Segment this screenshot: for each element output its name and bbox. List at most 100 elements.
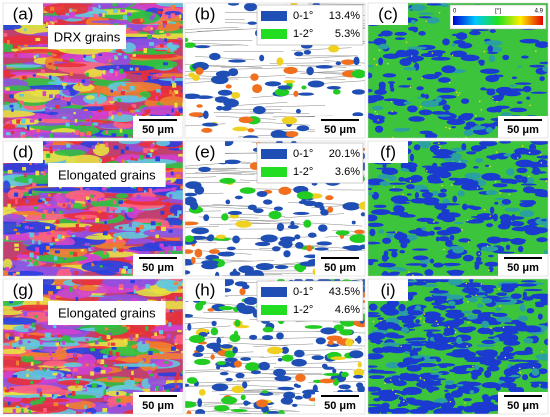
small-grain [28, 410, 32, 414]
small-grain [10, 130, 15, 135]
small-grain [3, 33, 8, 37]
small-grain [94, 340, 99, 345]
small-grain [96, 335, 99, 338]
low-misorientation [434, 203, 448, 210]
grain [278, 410, 285, 414]
grain [247, 204, 257, 211]
low-misorientation [438, 77, 451, 83]
low-misorientation [430, 324, 440, 327]
low-misorientation [418, 16, 432, 19]
panel-border [2, 2, 184, 139]
high-misorientation [464, 402, 466, 404]
grain [315, 64, 333, 69]
grain [107, 114, 137, 123]
low-misorientation [405, 400, 421, 404]
small-grain [119, 268, 124, 273]
grain [234, 281, 248, 287]
small-grain [94, 101, 97, 107]
low-misorientation [389, 271, 401, 275]
low-misorientation [521, 374, 529, 381]
low-misorientation [382, 163, 387, 168]
low-misorientation [533, 164, 548, 168]
grain [341, 59, 355, 65]
grain [252, 106, 266, 115]
low-misorientation [411, 281, 427, 286]
small-grain [36, 301, 40, 305]
grain [164, 10, 182, 16]
low-misorientation [368, 241, 381, 245]
small-grain [102, 408, 108, 412]
low-misorientation [481, 297, 493, 304]
panel-border [2, 278, 184, 415]
low-misorientation [409, 408, 428, 414]
low-misorientation [435, 236, 440, 242]
low-misorientation [479, 68, 500, 74]
small-grain [9, 94, 14, 98]
grain [352, 112, 364, 117]
small-grain [29, 252, 34, 258]
low-misorientation [407, 310, 424, 316]
small-grain [152, 142, 155, 146]
grain [243, 400, 249, 406]
grain [291, 403, 298, 407]
label-box [3, 3, 43, 25]
small-grain [74, 118, 78, 123]
low-misorientation [544, 249, 548, 255]
small-grain [73, 252, 78, 257]
low-misorientation [426, 331, 434, 338]
low-misorientation [407, 341, 425, 344]
small-grain [108, 111, 113, 116]
small-grain [154, 160, 158, 166]
scale-bar-box [315, 392, 365, 414]
grain [296, 191, 314, 200]
low-misorientation [485, 190, 498, 196]
small-grain [181, 246, 183, 250]
low-misorientation [396, 49, 407, 55]
small-grain [72, 234, 76, 238]
low-misorientation [399, 250, 406, 254]
grain [294, 395, 303, 400]
grain [342, 245, 353, 250]
grain [88, 206, 118, 212]
low-misorientation [378, 57, 384, 66]
low-misorientation [481, 320, 490, 329]
low-misorientation [368, 334, 380, 341]
grain [65, 400, 95, 410]
small-grain [113, 200, 116, 205]
small-grain [120, 9, 125, 13]
low-misorientation [474, 364, 480, 371]
scale-bar-label: 50 μm [142, 262, 174, 274]
low-misorientation [401, 326, 410, 334]
grain [216, 105, 224, 111]
small-grain [157, 9, 163, 14]
low-misorientation [479, 401, 495, 409]
small-grain [181, 15, 183, 21]
small-grain [83, 54, 86, 58]
small-grain [179, 14, 182, 19]
small-grain [146, 154, 150, 158]
grain [307, 232, 317, 238]
grain [74, 214, 98, 219]
small-grain [150, 27, 153, 30]
grain [226, 246, 236, 251]
low-misorientation [410, 337, 427, 341]
scale-bar-label: 50 μm [324, 400, 356, 412]
low-misorientation [532, 167, 541, 175]
low-misorientation [409, 350, 419, 357]
small-grain [45, 312, 50, 317]
low-misorientation [386, 231, 403, 234]
small-grain [110, 89, 113, 93]
grain [3, 123, 16, 130]
small-grain [121, 268, 126, 274]
legend-percent: 43.5% [329, 286, 360, 298]
low-misorientation [416, 86, 424, 91]
small-grain [154, 332, 158, 337]
high-misorientation [540, 161, 543, 164]
high-misorientation [405, 41, 408, 44]
grain [337, 376, 345, 381]
small-grain [178, 296, 182, 300]
small-grain [148, 351, 153, 355]
grain [227, 3, 240, 6]
